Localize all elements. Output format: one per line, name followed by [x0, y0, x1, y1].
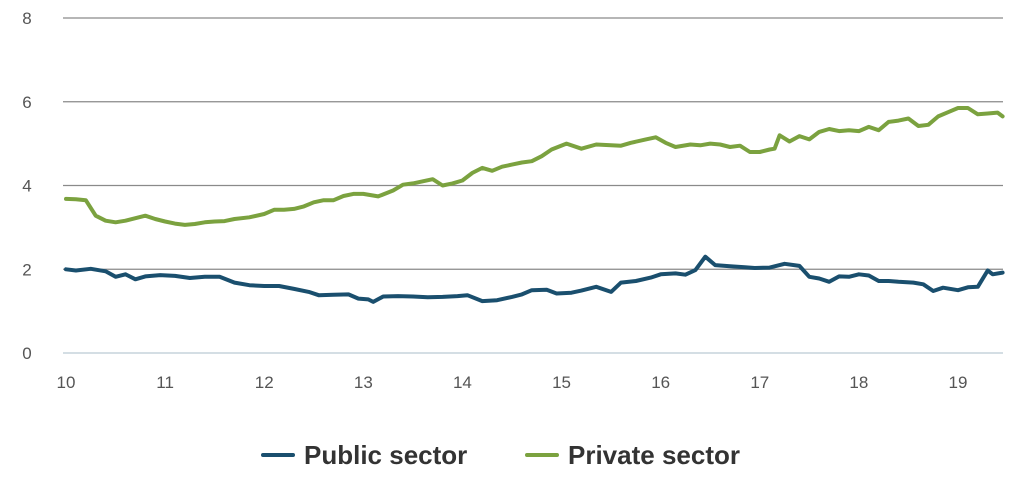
legend-label-private-sector: Private sector — [568, 440, 740, 470]
grid-layer — [63, 17, 1003, 354]
x-tick-label: 12 — [255, 373, 274, 392]
y-tick-label: 2 — [22, 260, 31, 279]
series-layer — [64, 106, 1005, 304]
x-tick-label: 14 — [453, 373, 472, 392]
y-tick-label: 0 — [22, 344, 31, 363]
x-tick-label: 18 — [849, 373, 868, 392]
x-tick-label: 16 — [651, 373, 670, 392]
x-tick-label: 10 — [57, 373, 76, 392]
y-tick-label: 4 — [22, 177, 31, 196]
x-axis-tick-labels: 10 11 12 13 14 15 16 17 18 19 — [57, 373, 968, 392]
x-tick-label: 15 — [552, 373, 571, 392]
y-tick-label: 8 — [22, 9, 31, 28]
x-tick-label: 17 — [750, 373, 769, 392]
y-tick-label: 6 — [22, 93, 31, 112]
x-tick-label: 19 — [949, 373, 968, 392]
series-line-private-sector — [64, 106, 1005, 227]
y-axis-tick-labels: 0 2 4 6 8 — [22, 9, 31, 363]
x-tick-label: 13 — [354, 373, 373, 392]
legend: Public sector Private sector — [261, 440, 740, 470]
series-line-public-sector — [64, 254, 1005, 304]
legend-label-public-sector: Public sector — [304, 440, 467, 470]
x-tick-label: 11 — [156, 373, 174, 392]
